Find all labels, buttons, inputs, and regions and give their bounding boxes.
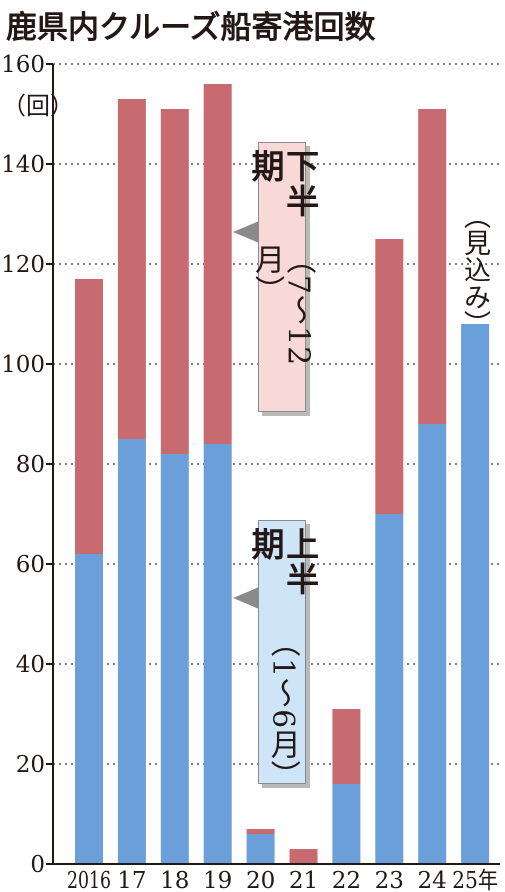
x-tick-label: 22: [332, 868, 361, 892]
x-tick-label: 17: [117, 868, 146, 892]
y-tick-label: 40: [16, 652, 45, 678]
x-tick-label: 2016: [67, 868, 111, 892]
bar-first-half: [332, 784, 361, 864]
bar-first-half: [203, 444, 232, 864]
bar-second-half: [75, 279, 103, 554]
bar-second-half: [289, 849, 318, 864]
y-tick-label: 160: [1, 52, 45, 78]
x-tick-label: 21: [289, 868, 318, 892]
bar-second-half: [203, 84, 232, 444]
bar-first-half: [246, 834, 275, 864]
bar-second-half: [375, 239, 404, 514]
legend-lower-months: （7〜12月）: [249, 244, 316, 367]
x-tick-label: 25年: [452, 868, 498, 892]
bar-second-half: [332, 709, 361, 784]
legend-upper-months: （1〜6月）: [264, 626, 300, 792]
bar-second-half: [418, 109, 447, 424]
y-tick-label: 140: [1, 152, 45, 178]
legend-upper-pointer: [233, 587, 259, 609]
y-tick-label: 60: [16, 552, 45, 578]
chart-title: 鹿県内クルーズ船寄港回数: [6, 10, 376, 46]
bar-first-half: [461, 324, 490, 864]
legend-lower-pointer: [233, 221, 259, 243]
x-tick-label: 18: [160, 868, 189, 892]
legend-lower-label: 下半期: [246, 149, 320, 219]
bar-group: [75, 84, 490, 864]
bar-first-half: [117, 439, 146, 864]
legend-upper-label: 上半期: [246, 527, 320, 597]
bar-first-half: [75, 554, 103, 864]
bar-second-half: [246, 829, 275, 834]
bar-second-half: [117, 99, 146, 439]
x-tick-label: 23: [375, 868, 404, 892]
x-tick-label: 19: [203, 868, 232, 892]
x-tick-label: 24: [418, 868, 447, 892]
projection-note: （見込み）: [459, 202, 490, 337]
bar-first-half: [375, 514, 404, 864]
y-axis-unit: （回）: [2, 92, 74, 120]
bar-second-half: [160, 109, 189, 454]
y-tick-label: 80: [16, 452, 45, 478]
y-axis-ticks: 0 20 40 60 80 100 120 140 160: [1, 52, 53, 878]
y-tick-label: 20: [16, 752, 45, 778]
x-tick-label: 20: [246, 868, 275, 892]
bar-first-half: [160, 454, 189, 864]
legend-lower-half: 下半期 （7〜12月）: [233, 142, 320, 412]
y-tick-label: 100: [1, 352, 45, 378]
y-tick-label: 0: [30, 852, 45, 878]
x-axis-ticks: 2016 17 18 19 20 21 22 23 24 25年: [67, 868, 498, 892]
y-tick-label: 120: [1, 252, 45, 278]
legend-upper-half: 上半期 （1〜6月）: [233, 520, 320, 792]
bar-first-half: [418, 424, 447, 864]
